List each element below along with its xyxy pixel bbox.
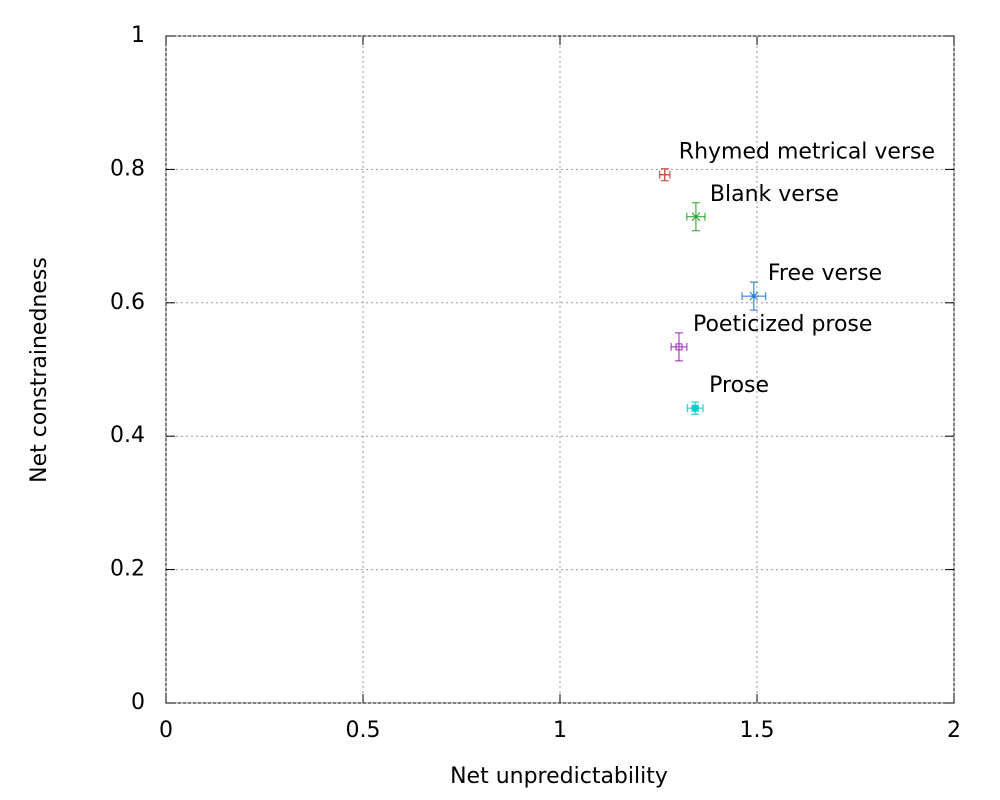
point-label: Poeticized prose: [693, 312, 872, 337]
point: [691, 404, 699, 412]
point: [748, 291, 759, 302]
point: [675, 343, 683, 351]
x-tick-label: 0.5: [346, 718, 381, 743]
y-tick-label: 0.8: [110, 156, 145, 181]
point: [659, 169, 670, 180]
y-tick-label: 1: [131, 23, 145, 48]
x-tick-label: 0: [159, 718, 173, 743]
x-tick-label: 1.5: [740, 718, 775, 743]
y-axis-label: Net constrainedness: [27, 257, 52, 483]
y-tick-label: 0.6: [110, 290, 145, 315]
point: [691, 212, 701, 222]
y-error-bar: [674, 332, 683, 362]
point-label: Blank verse: [710, 182, 839, 207]
y-tick-label: 0: [131, 690, 145, 715]
x-axis-label: Net unpredictability: [450, 764, 668, 789]
y-tick-label: 0.4: [110, 423, 145, 448]
point-label: Prose: [709, 373, 769, 398]
y-tick-label: 0.2: [110, 557, 145, 582]
x-tick-label: 1: [553, 718, 567, 743]
point-label: Rhymed metrical verse: [679, 140, 935, 165]
x-tick-label: 2: [947, 718, 961, 743]
point-label: Free verse: [768, 261, 882, 286]
